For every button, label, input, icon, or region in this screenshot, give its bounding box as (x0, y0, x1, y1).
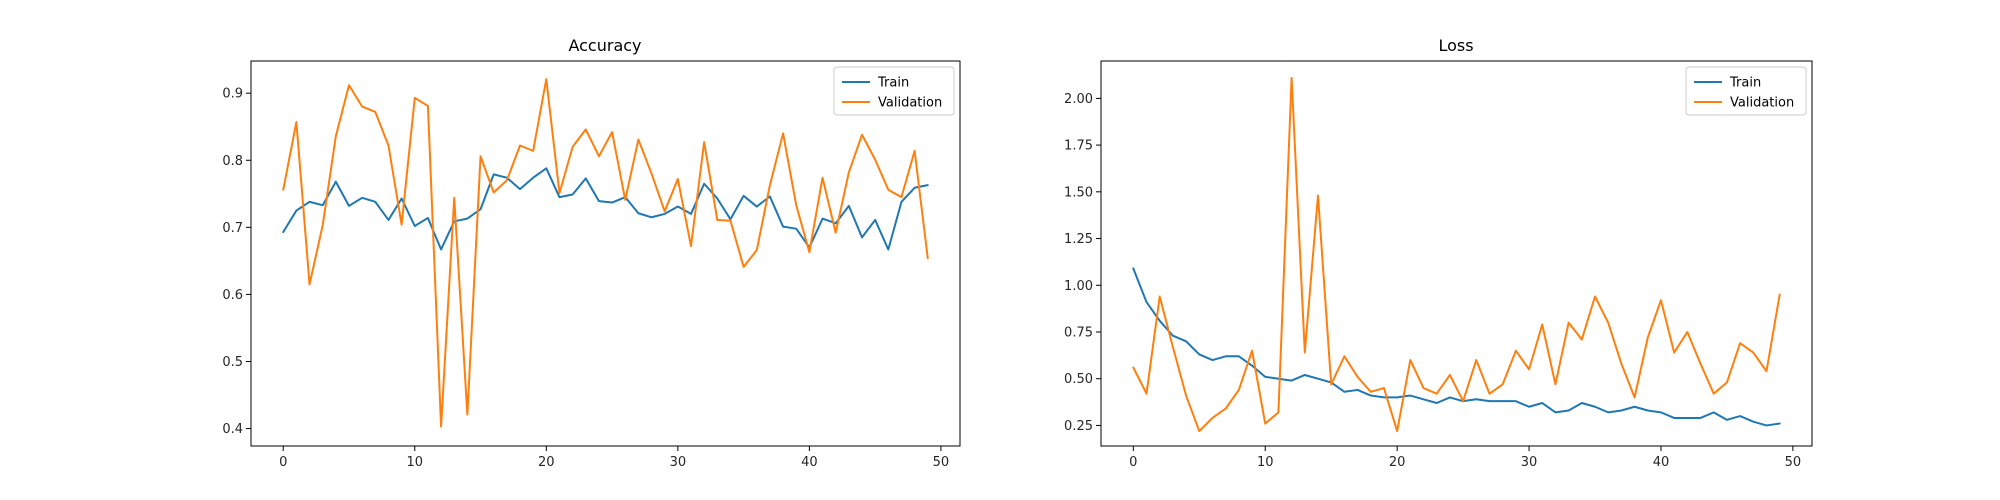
x-tick-label: 10 (406, 455, 423, 470)
x-tick-label: 50 (933, 455, 950, 470)
y-tick-label: 0.9 (222, 87, 243, 102)
x-tick-label: 40 (1653, 455, 1670, 470)
x-tick-label: 50 (1785, 455, 1802, 470)
legend: Train Validation (1685, 66, 1807, 116)
y-tick-label: 1.50 (1064, 185, 1093, 200)
y-tick-label: 0.50 (1064, 372, 1093, 387)
legend: Train Validation (833, 66, 955, 116)
plot-area (1132, 76, 1781, 433)
x-tick-label: 10 (1257, 455, 1274, 470)
y-tick-label: 2.00 (1064, 92, 1093, 107)
series-line-validation (1132, 76, 1781, 433)
x-tick-label: 30 (1521, 455, 1538, 470)
y-tick-label: 0.7 (222, 221, 243, 236)
x-tick-label: 0 (1129, 455, 1137, 470)
y-tick-label: 0.25 (1064, 419, 1093, 434)
y-tick-label: 1.25 (1064, 232, 1093, 247)
chart-title: Accuracy (568, 36, 641, 55)
series-line-train (282, 167, 929, 251)
y-tick-label: 0.4 (222, 422, 243, 437)
y-tick-label: 0.8 (222, 154, 243, 169)
axes-frame (250, 60, 961, 447)
x-tick-label: 20 (1389, 455, 1406, 470)
x-tick-label: 0 (279, 455, 287, 470)
y-tick-label: 1.75 (1064, 139, 1093, 154)
chart-title: Loss (1438, 36, 1473, 55)
axis-ticks: 0 10 20 30 40 50 0.4 0.5 0.6 0.7 0.8 0.9 (222, 87, 949, 470)
legend-label-train: Train (1729, 76, 1761, 91)
x-tick-label: 30 (670, 455, 687, 470)
x-tick-label: 20 (538, 455, 555, 470)
loss-chart: Loss 0 10 20 30 40 50 0.25 0.50 0.75 1.00 1.25 1.50… (1064, 36, 1813, 470)
axis-ticks: 0 10 20 30 40 50 0.25 0.50 0.75 1.00 1.25 1.50 1.75 2… (1064, 92, 1801, 470)
legend-label-validation: Validation (878, 96, 942, 111)
series-line-validation (282, 78, 929, 428)
accuracy-chart: Accuracy 0 10 20 30 40 50 0.4 0.5 0.6 0.7 0.8 0.9 T… (222, 36, 961, 470)
series-line-train (1132, 267, 1781, 427)
legend-label-validation: Validation (1730, 96, 1794, 111)
plot-area (282, 78, 929, 428)
y-tick-label: 1.00 (1064, 279, 1093, 294)
x-tick-label: 40 (801, 455, 818, 470)
axes-frame (1100, 60, 1813, 447)
y-tick-label: 0.75 (1064, 325, 1093, 340)
legend-label-train: Train (877, 76, 909, 91)
y-tick-label: 0.6 (222, 288, 243, 303)
y-tick-label: 0.5 (222, 355, 243, 370)
